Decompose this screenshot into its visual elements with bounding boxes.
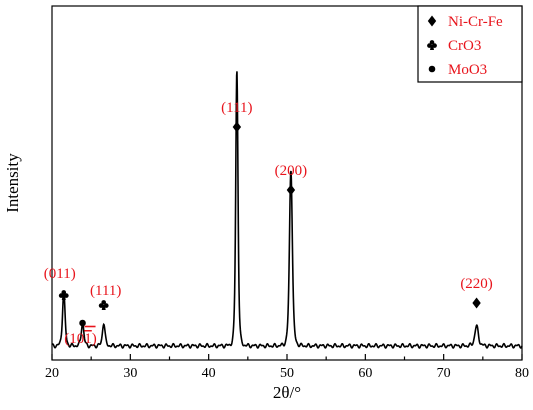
legend: Ni-Cr-Fe CrO3 MoO3 [417, 5, 523, 83]
x-tick-label: 80 [515, 366, 529, 381]
legend-item: Ni-Cr-Fe [427, 14, 503, 30]
diamond-marker [286, 184, 296, 196]
club-marker [58, 290, 69, 300]
peak-annotation: (111) [221, 100, 253, 133]
x-tick-label: 20 [45, 366, 59, 381]
peak-label: (111) [90, 283, 121, 299]
legend-label: Ni-Cr-Fe [448, 14, 503, 30]
series-line [51, 71, 523, 349]
club-marker [427, 40, 437, 50]
x-axis-title: 2θ/° [273, 383, 301, 402]
peak-annotation: (111) [90, 283, 121, 310]
legend-label: CrO3 [448, 38, 481, 54]
x-tick-label: 30 [123, 366, 137, 381]
x-tick-label: 70 [437, 366, 451, 381]
peak-label: (200) [275, 163, 308, 179]
diamond-marker [427, 15, 437, 27]
x-tick-label: 40 [202, 366, 216, 381]
peak-annotation: (011) [44, 266, 76, 300]
legend-item: MoO3 [428, 62, 487, 78]
peak-label: (011) [44, 266, 76, 282]
circle-marker [428, 65, 436, 73]
diamond-marker [232, 121, 242, 133]
peak-label: (220) [460, 276, 493, 292]
x-tick-label: 50 [280, 366, 294, 381]
y-axis-title: Intensity [3, 153, 22, 213]
diamond-marker [472, 297, 481, 309]
club-marker [98, 300, 109, 310]
x-ticks [51, 354, 523, 360]
x-tick-label: 60 [358, 366, 372, 381]
peak-annotation: (200) [275, 163, 308, 196]
peak-annotations: (111) (200) (220) (011) (111) (101) [44, 100, 493, 347]
legend-label: MoO3 [448, 62, 487, 78]
peak-label: (111) [221, 100, 252, 116]
peak-label: (101) [64, 331, 97, 347]
x-tick-labels: 20 30 40 50 60 70 80 [45, 366, 529, 381]
circle-marker [79, 319, 86, 327]
peak-annotation: (220) [460, 276, 493, 309]
peak-annotation: (101) [64, 319, 97, 347]
legend-item: CrO3 [427, 38, 481, 54]
